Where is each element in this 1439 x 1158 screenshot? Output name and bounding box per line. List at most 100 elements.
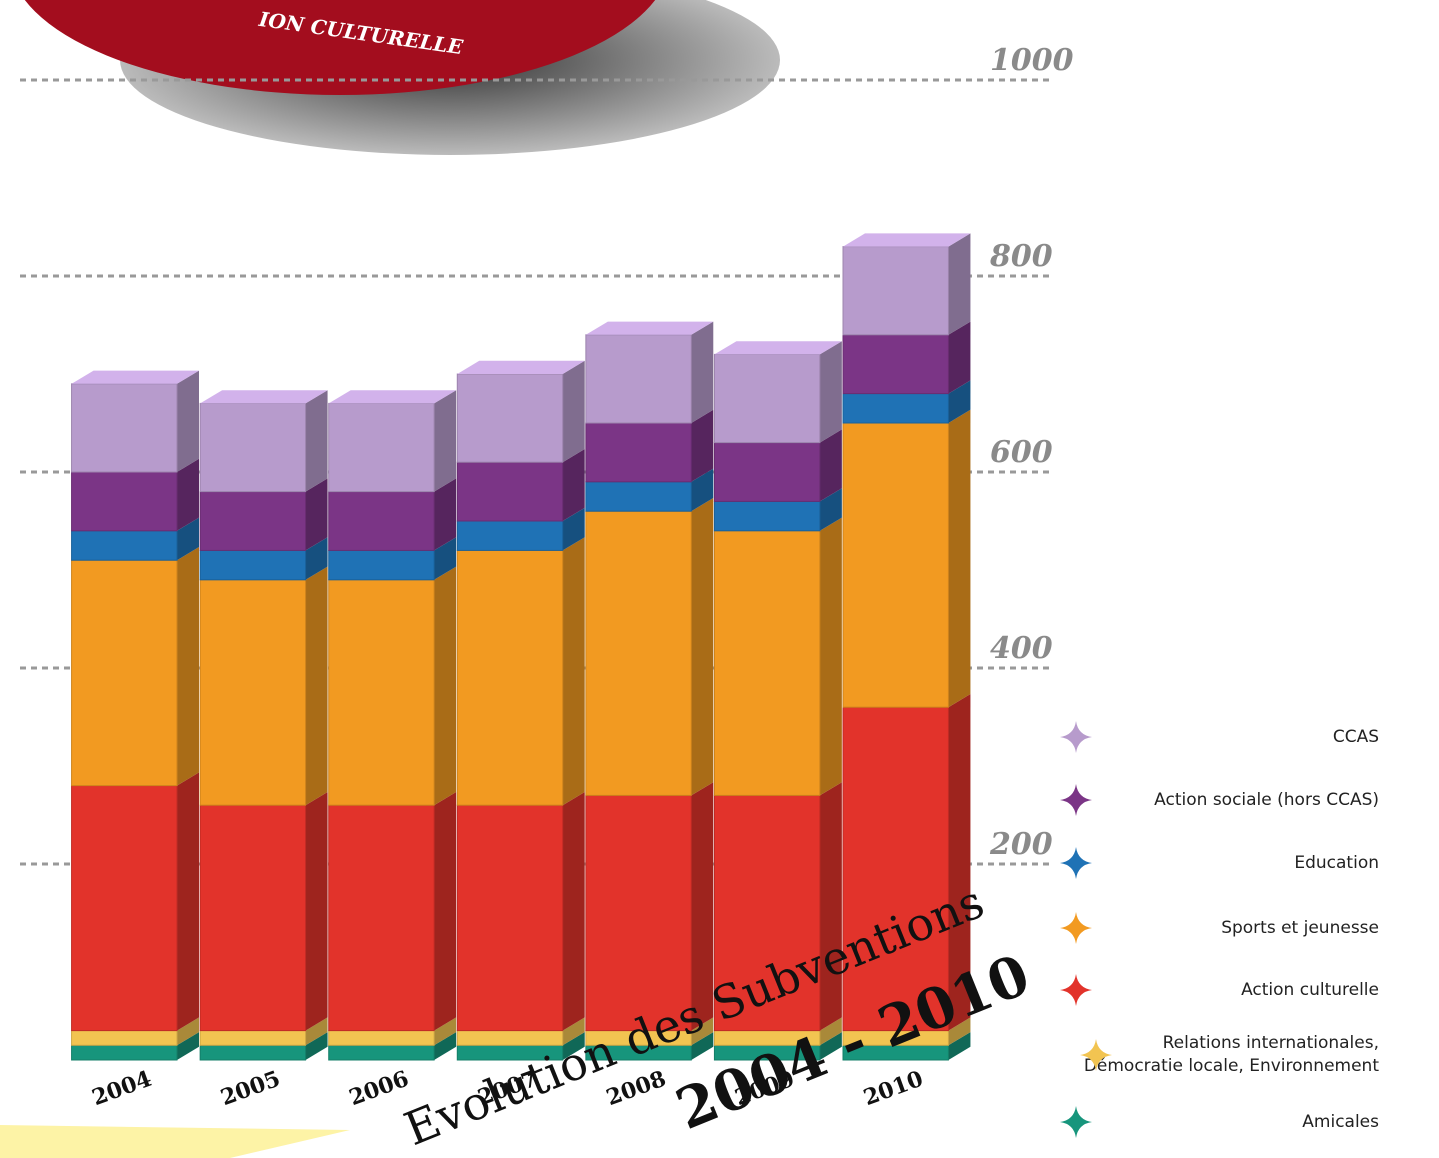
legend-marker: [1060, 974, 1092, 1006]
legend-entry: Action sociale (hors CCAS): [1059, 784, 1379, 816]
bar-side: [691, 782, 714, 1031]
bar-segment: [328, 1044, 435, 1061]
bar-side: [305, 1017, 328, 1046]
y-tick-label: 800: [989, 239, 1053, 274]
bar-segment: [713, 500, 821, 532]
bar-side: [948, 694, 971, 1031]
bar-side: [434, 478, 457, 551]
bar-side: [434, 537, 457, 580]
bar-side: [819, 429, 842, 502]
bar-side: [691, 321, 714, 423]
bar-segment: [842, 706, 949, 1032]
legend-marker: [1060, 721, 1092, 753]
legend-label: Relations internationales, Démocratie lo…: [1083, 1033, 1379, 1076]
bar-segment: [713, 794, 821, 1032]
bar-side: [562, 537, 585, 806]
bar-segment: [328, 402, 435, 493]
x-tick-label: 2005: [217, 1066, 283, 1111]
bar-side: [434, 1017, 457, 1046]
bar-segment: [71, 1044, 178, 1061]
bar-segment: [585, 510, 692, 796]
bar-segment: [199, 549, 307, 581]
legend-label: Education: [1294, 852, 1379, 873]
bar-side: [177, 370, 199, 472]
legend-label: Amicales: [1302, 1111, 1379, 1132]
bar-segment: [456, 520, 564, 551]
bar-segment: [199, 804, 307, 1032]
legend-label: Action sociale (hors CCAS): [1154, 789, 1379, 810]
bar-segment: [328, 491, 435, 551]
bar-segment: [328, 549, 435, 581]
bar-segment: [456, 373, 564, 463]
bar-segment: [328, 1030, 435, 1046]
bar-side: [434, 566, 457, 806]
bar-side: [691, 1032, 714, 1060]
bar-side: [305, 390, 328, 492]
bar-side: [562, 507, 585, 551]
legend-marker: [1060, 912, 1092, 944]
bar-top: [200, 390, 328, 404]
bar-side: [691, 409, 714, 482]
bar-top: [328, 390, 457, 404]
bar-segment: [71, 530, 178, 561]
y-tick-label: 200: [989, 827, 1053, 862]
bar-segment: [842, 422, 949, 708]
bar-segment: [585, 334, 692, 424]
legend-marker: [1060, 784, 1092, 816]
bar-segment: [199, 402, 307, 493]
bar-side: [177, 772, 199, 1031]
bar-side: [562, 792, 585, 1031]
y-tick-label: 400: [990, 631, 1053, 666]
bar-segment: [328, 579, 435, 806]
bar-segment: [71, 559, 178, 787]
legend-marker: [1080, 1039, 1112, 1071]
x-tick-label: 2004: [89, 1066, 155, 1111]
bar-side: [691, 1017, 714, 1046]
bar-segment: [713, 530, 821, 796]
y-tick-label: 600: [990, 435, 1053, 470]
decor-patch: [0, 1125, 350, 1158]
x-tick-label: 2010: [860, 1066, 926, 1111]
bar-segment: [71, 383, 178, 473]
bar-segment: [585, 794, 692, 1032]
bar-top: [714, 341, 842, 355]
bar-segment: [456, 549, 564, 806]
bar-segment: [71, 471, 178, 532]
legend-entry: Relations internationales, Démocratie lo…: [1079, 1032, 1379, 1078]
bar-segment: [585, 422, 692, 483]
bar-side: [691, 498, 714, 796]
decor-disk: [24, 0, 656, 95]
bar-side: [305, 566, 328, 806]
legend-marker: [1060, 847, 1092, 879]
bar-side: [177, 547, 199, 786]
bar-segment: [456, 1030, 564, 1046]
bar-segment: [842, 334, 949, 395]
bar-side: [948, 1017, 971, 1046]
bar-side: [562, 1032, 585, 1060]
bar-side: [305, 1032, 328, 1060]
bar-side: [562, 449, 585, 521]
bar-side: [177, 1017, 199, 1046]
bar-side: [948, 233, 971, 335]
bar-side: [177, 517, 199, 561]
bar-side: [691, 468, 714, 512]
legend-label: Action culturelle: [1241, 979, 1379, 1000]
bar-side: [177, 458, 199, 531]
bar-segment: [71, 1030, 178, 1046]
legend-marker: [1060, 1106, 1092, 1138]
bar-segment: [199, 491, 307, 551]
bar-side: [562, 360, 585, 463]
bar-side: [305, 478, 328, 551]
legend-entry: Education: [1059, 847, 1379, 879]
bar-side: [434, 390, 457, 492]
bar-segment: [585, 481, 692, 512]
bar-side: [305, 792, 328, 1031]
bar-side: [305, 537, 328, 580]
bar-segment: [842, 246, 949, 336]
legend-entry: Action culturelle: [1059, 974, 1379, 1006]
bar-side: [819, 1032, 842, 1060]
y-tick-label: 1000: [990, 43, 1074, 78]
bar-segment: [713, 353, 821, 444]
